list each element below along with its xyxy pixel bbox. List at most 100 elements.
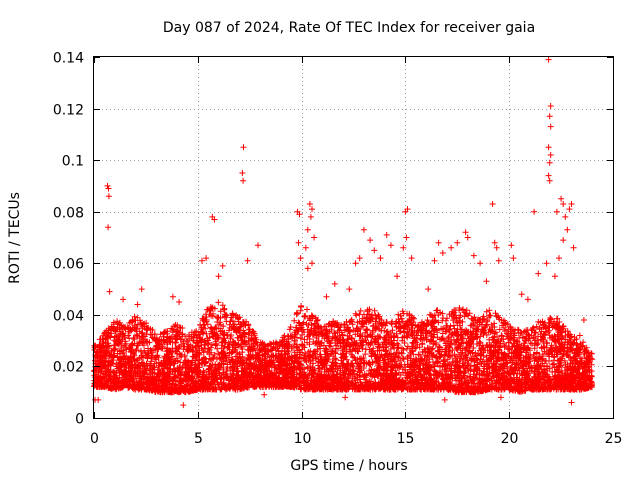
data-point xyxy=(560,237,567,244)
data-point xyxy=(464,234,471,241)
data-point xyxy=(470,252,477,259)
data-point xyxy=(576,332,583,339)
data-point xyxy=(356,255,363,262)
data-point xyxy=(215,273,222,280)
x-tick-label: 20 xyxy=(501,431,519,447)
data-point xyxy=(297,255,304,262)
data-point xyxy=(439,250,446,256)
data-point xyxy=(387,242,394,249)
data-point xyxy=(518,291,525,298)
data-point xyxy=(304,226,311,233)
data-point xyxy=(547,152,554,158)
data-point xyxy=(219,262,226,269)
data-point xyxy=(570,244,577,251)
data-point xyxy=(558,195,565,202)
y-tick-label: 0.08 xyxy=(53,206,84,222)
data-point xyxy=(441,396,448,403)
data-point xyxy=(203,255,210,262)
data-point xyxy=(105,193,112,200)
data-point xyxy=(360,226,367,233)
data-point xyxy=(306,201,313,207)
data-point xyxy=(295,239,302,246)
y-tick-label: 0.1 xyxy=(62,154,84,170)
data-point xyxy=(448,244,455,251)
data-point xyxy=(508,242,515,249)
data-point xyxy=(394,273,401,280)
data-point xyxy=(493,244,500,251)
data-point xyxy=(547,103,554,109)
data-point xyxy=(309,206,315,213)
data-point xyxy=(431,257,438,264)
data-point xyxy=(545,172,552,179)
y-tick-label: 0.02 xyxy=(53,360,84,376)
data-point xyxy=(454,239,461,246)
data-point xyxy=(556,255,562,262)
data-point xyxy=(261,391,268,398)
x-tick-label: 25 xyxy=(605,431,623,447)
data-point xyxy=(483,278,490,285)
x-tick-label: 5 xyxy=(194,431,203,447)
data-point xyxy=(425,286,432,293)
x-tick-labels: 0 5 10 15 20 25 xyxy=(90,431,622,447)
y-tick-label: 0.06 xyxy=(53,257,84,273)
data-point xyxy=(568,201,575,207)
data-point xyxy=(510,255,517,262)
data-point xyxy=(545,56,552,63)
data-point xyxy=(546,113,553,120)
data-point xyxy=(489,201,496,207)
data-point xyxy=(211,216,218,223)
data-point xyxy=(566,206,573,213)
data-point xyxy=(105,185,112,192)
data-point xyxy=(403,234,410,241)
data-point xyxy=(296,211,303,218)
data-point xyxy=(377,255,384,262)
data-point xyxy=(240,144,247,151)
data-point xyxy=(383,231,390,238)
data-point xyxy=(138,286,145,293)
data-point xyxy=(404,206,411,213)
y-tick-label: 0.14 xyxy=(53,51,84,67)
data-point xyxy=(546,159,553,166)
plot-frame xyxy=(93,56,614,419)
data-point xyxy=(551,273,558,280)
data-point xyxy=(134,301,141,308)
data-point xyxy=(331,280,338,287)
data-point xyxy=(106,288,113,295)
data-point xyxy=(531,208,538,215)
chart-title: Day 087 of 2024, Rate Of TEC Index for r… xyxy=(163,20,535,36)
data-point xyxy=(535,270,542,277)
data-point xyxy=(311,234,318,241)
scatter-cloud xyxy=(91,299,596,396)
data-point xyxy=(553,208,560,215)
y-tick-label: 0.04 xyxy=(53,309,84,325)
data-point xyxy=(560,201,567,207)
data-point xyxy=(104,182,111,189)
data-point xyxy=(176,299,183,305)
data-point xyxy=(524,296,531,303)
data-point xyxy=(408,255,415,262)
data-point xyxy=(545,144,552,151)
x-axis-label: GPS time / hours xyxy=(290,458,407,474)
data-point xyxy=(240,177,247,184)
data-point xyxy=(495,257,502,264)
data-point xyxy=(568,399,575,406)
data-point xyxy=(302,244,309,251)
data-point xyxy=(491,239,498,246)
y-tick-label: 0 xyxy=(75,412,84,428)
data-point xyxy=(304,265,311,272)
data-point xyxy=(95,396,102,403)
data-point xyxy=(346,286,353,293)
data-point xyxy=(105,224,112,231)
data-point xyxy=(543,260,550,267)
data-point xyxy=(435,239,442,246)
data-point xyxy=(244,257,251,264)
data-point xyxy=(462,229,469,236)
data-point xyxy=(564,226,571,233)
data-point xyxy=(199,257,205,264)
data-point xyxy=(352,260,359,267)
x-tick-label: 10 xyxy=(294,431,312,447)
data-point xyxy=(323,293,330,300)
y-tick-labels: 0 0.02 0.04 0.06 0.08 0.1 0.12 0.14 xyxy=(53,51,84,428)
data-point xyxy=(180,402,187,409)
